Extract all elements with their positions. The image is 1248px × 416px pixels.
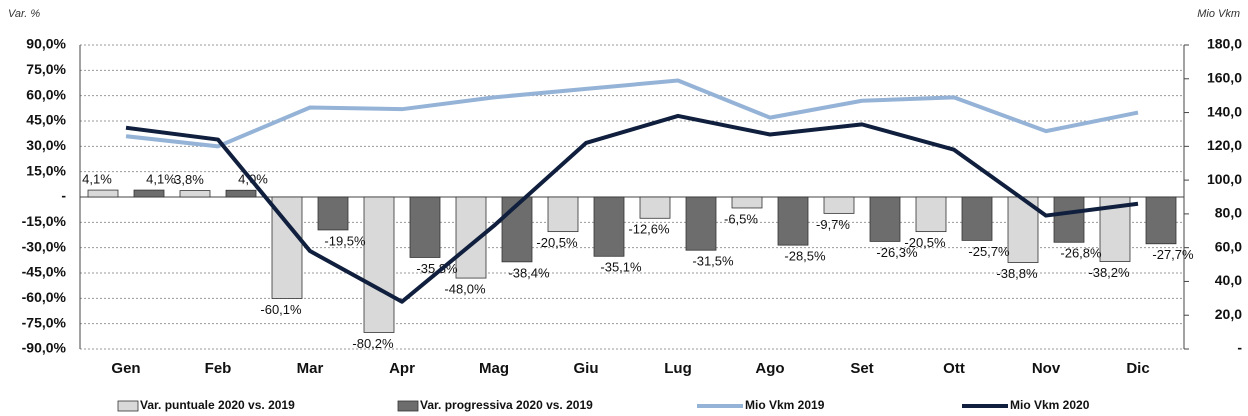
value-label: -28,5% bbox=[784, 249, 826, 264]
y2-tick-label: 60,0 bbox=[1215, 238, 1242, 254]
y2-tick-label: 140,0 bbox=[1207, 103, 1242, 119]
bar bbox=[1145, 196, 1177, 245]
bar bbox=[593, 196, 625, 257]
value-label: -19,5% bbox=[324, 233, 366, 248]
bar bbox=[823, 196, 855, 214]
x-tick-label: Giu bbox=[574, 360, 599, 377]
legend-label: Mio Vkm 2020 bbox=[1010, 398, 1090, 412]
y-tick-label: -45,0% bbox=[22, 264, 67, 280]
value-label: -12,6% bbox=[628, 222, 670, 237]
value-label: -25,7% bbox=[968, 244, 1010, 259]
bar bbox=[317, 196, 349, 231]
y2-tick-label: 80,0 bbox=[1215, 205, 1242, 221]
x-tick-label: Mag bbox=[479, 360, 509, 377]
bar bbox=[179, 190, 211, 198]
bar bbox=[455, 196, 487, 279]
y2-tick-label: - bbox=[1237, 340, 1242, 356]
value-label: -38,4% bbox=[508, 265, 550, 280]
x-tick-label: Ago bbox=[755, 360, 784, 377]
legend-label: Var. puntuale 2020 vs. 2019 bbox=[140, 398, 295, 412]
value-label: 4,1% bbox=[82, 172, 112, 187]
value-label: -31,5% bbox=[692, 254, 734, 269]
value-label: -26,3% bbox=[876, 245, 918, 260]
y-tick-label: 75,0% bbox=[26, 61, 66, 77]
legend-swatch bbox=[117, 400, 139, 412]
bar bbox=[731, 196, 763, 209]
y2-tick-label: 100,0 bbox=[1207, 171, 1242, 187]
y-tick-label: -90,0% bbox=[22, 340, 67, 356]
x-tick-label: Dic bbox=[1126, 360, 1149, 377]
y-tick-label: -15,0% bbox=[22, 213, 67, 229]
value-label: -26,8% bbox=[1060, 246, 1102, 261]
value-label: -27,7% bbox=[1152, 247, 1194, 262]
bar bbox=[501, 196, 533, 263]
y2-tick-label: 20,0 bbox=[1215, 306, 1242, 322]
y-axis-title: Var. % bbox=[8, 8, 40, 20]
y-tick-label: 45,0% bbox=[26, 112, 66, 128]
y-tick-label: 60,0% bbox=[26, 86, 66, 102]
legend-label: Var. progressiva 2020 vs. 2019 bbox=[420, 398, 593, 412]
x-tick-label: Gen bbox=[111, 360, 140, 377]
x-tick-label: Nov bbox=[1032, 360, 1061, 377]
value-label: -20,5% bbox=[536, 235, 578, 250]
y2-axis-title: Mio Vkm bbox=[1197, 8, 1240, 20]
value-label: -80,2% bbox=[352, 336, 394, 351]
x-tick-label: Set bbox=[850, 360, 873, 377]
y-tick-label: -75,0% bbox=[22, 314, 67, 330]
x-tick-label: Apr bbox=[389, 360, 415, 377]
bar bbox=[363, 196, 395, 333]
y-tick-label: 30,0% bbox=[26, 137, 66, 153]
x-tick-label: Ott bbox=[943, 360, 965, 377]
legend-swatch bbox=[397, 400, 419, 412]
bar bbox=[777, 196, 809, 246]
y-tick-label: - bbox=[61, 188, 66, 204]
y2-tick-label: 160,0 bbox=[1207, 69, 1242, 85]
bar bbox=[225, 189, 257, 198]
bar bbox=[915, 196, 947, 233]
value-label: -35,1% bbox=[600, 260, 642, 275]
y2-tick-label: 40,0 bbox=[1215, 272, 1242, 288]
bar bbox=[409, 196, 441, 258]
legend-label: Mio Vkm 2019 bbox=[745, 398, 825, 412]
bar bbox=[961, 196, 993, 241]
y2-tick-label: 180,0 bbox=[1207, 36, 1242, 52]
value-label: -38,8% bbox=[996, 266, 1038, 281]
y-tick-label: -60,0% bbox=[22, 289, 67, 305]
line bbox=[125, 113, 1139, 304]
bar bbox=[133, 189, 165, 198]
x-tick-label: Mar bbox=[297, 360, 324, 377]
bar bbox=[869, 196, 901, 242]
x-tick-label: Lug bbox=[664, 360, 692, 377]
bar bbox=[547, 196, 579, 233]
y-tick-label: 90,0% bbox=[26, 36, 66, 52]
x-tick-label: Feb bbox=[205, 360, 232, 377]
value-label: -9,7% bbox=[816, 217, 850, 232]
y-tick-label: -30,0% bbox=[22, 238, 67, 254]
value-label: -20,5% bbox=[904, 235, 946, 250]
value-label: 3,8% bbox=[174, 172, 204, 187]
value-label: 4,1% bbox=[146, 172, 176, 187]
bar bbox=[639, 196, 671, 219]
value-label: -48,0% bbox=[444, 282, 486, 297]
value-label: -38,2% bbox=[1088, 265, 1130, 280]
bar bbox=[87, 189, 119, 198]
value-label: -6,5% bbox=[724, 211, 758, 226]
line bbox=[125, 78, 1139, 149]
y2-tick-label: 120,0 bbox=[1207, 137, 1242, 153]
bar bbox=[1053, 196, 1085, 243]
bar bbox=[685, 196, 717, 251]
value-label: -60,1% bbox=[260, 302, 302, 317]
y-tick-label: 15,0% bbox=[26, 162, 66, 178]
